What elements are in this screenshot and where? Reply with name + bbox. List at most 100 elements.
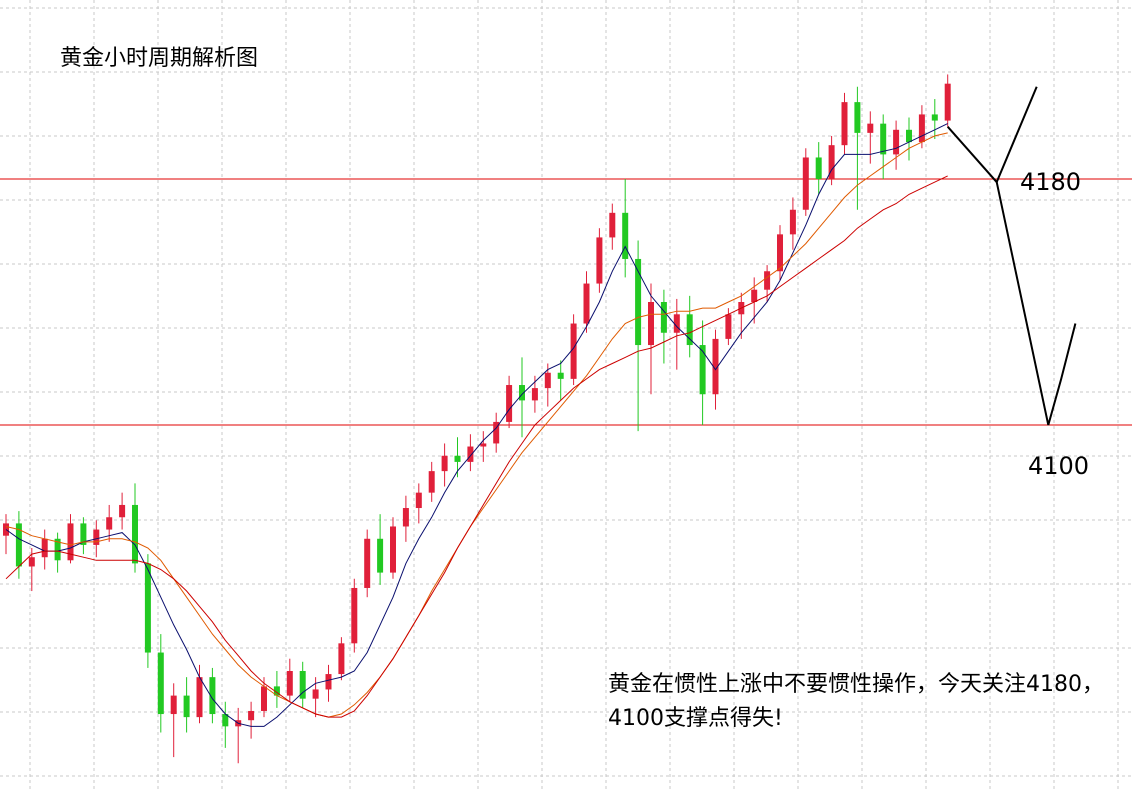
candle-body: [196, 677, 203, 718]
candle: [789, 197, 796, 250]
support-resistance-levels: [0, 178, 1132, 426]
analysis-annotation: 黄金在惯性上涨中不要惯性操作，今天关注4180，4100支撑点得失!: [608, 672, 1104, 731]
candle: [390, 517, 396, 579]
candle-body: [183, 695, 190, 718]
candle: [196, 664, 203, 724]
candle-body: [712, 338, 719, 395]
candle-body: [673, 314, 680, 333]
candle: [544, 363, 551, 407]
candle: [751, 277, 758, 324]
candle: [377, 514, 384, 585]
candle-body: [570, 323, 577, 379]
candle: [570, 314, 577, 386]
candle: [918, 105, 925, 149]
forecast-path: [946, 86, 1077, 426]
candle-body: [338, 643, 345, 675]
forecast-path-lower: [995, 181, 1077, 426]
candle-body: [325, 674, 332, 690]
candle: [441, 443, 448, 487]
candle-body: [815, 157, 822, 179]
candle: [802, 148, 809, 216]
candle-body: [364, 538, 371, 588]
candle: [273, 671, 280, 708]
candle-body: [880, 123, 887, 155]
candle-body: [299, 671, 306, 699]
candle: [893, 120, 900, 170]
candle: [54, 532, 61, 573]
candle: [686, 295, 693, 358]
candle-body: [660, 302, 667, 333]
candle: [622, 179, 629, 278]
candle: [648, 283, 654, 395]
candle: [867, 111, 874, 164]
candle-body: [467, 446, 474, 462]
moving-average-series: [5, 123, 948, 727]
candle: [119, 492, 126, 530]
candle-body: [170, 695, 177, 715]
candle-body: [286, 671, 293, 696]
candle: [338, 637, 345, 681]
candle-body: [209, 677, 216, 715]
moving-average-line-3: [5, 175, 948, 718]
candle: [248, 701, 255, 739]
candle: [519, 357, 525, 438]
candle-body: [454, 455, 461, 462]
candle: [880, 114, 887, 179]
candle: [67, 514, 74, 564]
candle-body: [635, 258, 642, 346]
candle-body: [596, 237, 603, 284]
candle: [428, 461, 435, 502]
candle-body: [93, 529, 100, 545]
candle: [493, 412, 500, 453]
candle-body: [557, 372, 564, 379]
candle-body: [544, 372, 551, 389]
candle-body: [119, 504, 126, 518]
candle-body: [377, 538, 384, 573]
candle: [557, 360, 564, 401]
candle-body: [854, 102, 861, 133]
candle-body: [519, 385, 525, 401]
candle: [402, 495, 409, 542]
candle-body: [144, 563, 151, 653]
candle-body: [686, 314, 693, 346]
candle: [157, 634, 164, 733]
candle-body: [583, 283, 590, 324]
candle: [660, 289, 667, 364]
candle: [854, 86, 861, 210]
candle: [777, 225, 783, 281]
candle-body: [415, 492, 422, 509]
candle: [286, 658, 293, 702]
candle: [931, 99, 938, 140]
candle-body: [402, 508, 409, 527]
candle-body: [41, 538, 48, 558]
candle-body: [248, 710, 255, 721]
candle-body: [106, 517, 113, 530]
candle: [299, 661, 306, 708]
candle-body: [725, 314, 732, 339]
candle-body: [931, 114, 938, 121]
candle-body: [609, 212, 616, 238]
candle-body: [132, 504, 138, 564]
moving-average-line-2: [5, 132, 948, 718]
candle-body: [867, 123, 874, 133]
candle-body: [54, 538, 61, 561]
candle-body: [480, 443, 487, 447]
candle: [828, 135, 835, 186]
candle: [906, 117, 912, 161]
candle: [635, 240, 642, 432]
candle-body: [428, 471, 435, 493]
candle: [209, 667, 216, 724]
candle: [480, 431, 487, 462]
candle: [944, 74, 951, 127]
candle-body: [764, 271, 771, 290]
candle-body: [312, 689, 319, 699]
candle-body: [918, 114, 925, 143]
candle: [815, 142, 822, 195]
candle-body: [828, 145, 835, 179]
candle: [467, 434, 474, 472]
candle-body: [222, 714, 229, 727]
candle-body: [67, 523, 74, 561]
candle: [15, 511, 22, 579]
candle: [583, 271, 590, 333]
chart-title: 黄金小时周期解析图: [60, 46, 259, 71]
